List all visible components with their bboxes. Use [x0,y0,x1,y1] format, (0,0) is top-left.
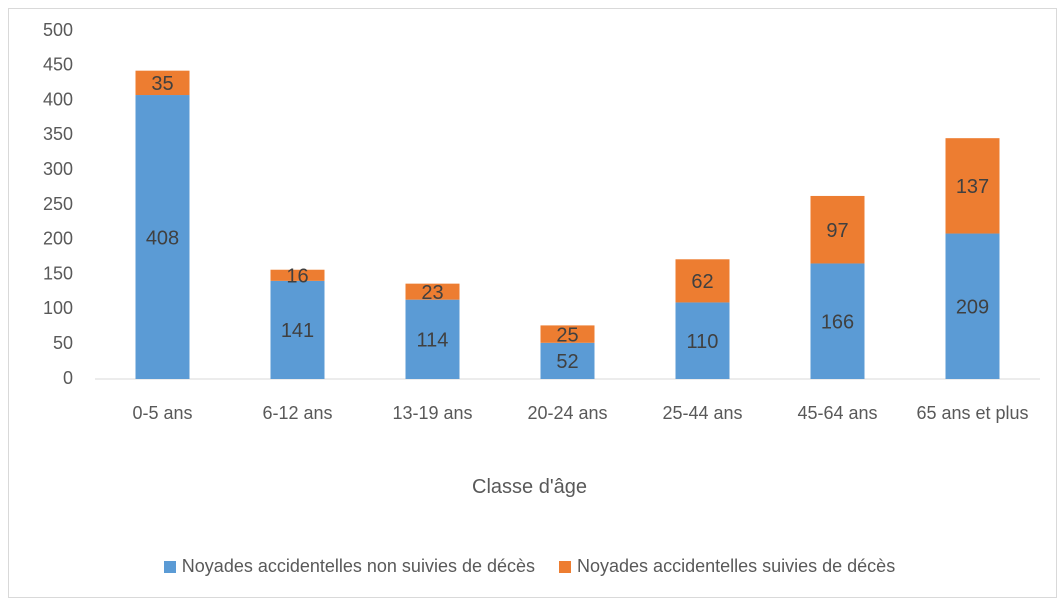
x-tick-label: 65 ans et plus [916,403,1029,423]
y-tick-label: 100 [43,298,73,318]
data-label: 35 [151,73,173,95]
y-tick-label: 500 [43,20,73,40]
y-tick-label: 150 [43,263,73,283]
chart-border [8,8,1057,598]
bar-segment [135,70,190,96]
bar-segment [135,95,190,380]
bar-segment [675,259,730,303]
x-tick-label: 45-64 ans [797,403,878,423]
x-axis-title: Classe d'âge [472,476,587,498]
legend: Noyades accidentelles non suivies de déc… [0,556,1059,577]
y-tick-label: 350 [43,124,73,144]
bar-segment [405,299,460,379]
bar-segment [540,325,595,343]
y-tick-label: 300 [43,159,73,179]
y-tick-label: 50 [53,333,73,353]
y-tick-label: 200 [43,229,73,249]
data-label: 97 [826,220,848,242]
data-label: 25 [556,324,578,346]
x-tick-label: 6-12 ans [262,403,333,423]
bar-segment [945,233,1000,379]
x-tick-label: 20-24 ans [527,403,608,423]
bar-segment [675,302,730,379]
y-tick-label: 450 [43,55,73,75]
y-tick-label: 0 [63,368,73,388]
data-label: 209 [956,297,989,319]
data-label: 166 [821,312,854,334]
y-tick-label: 250 [43,194,73,214]
data-label: 62 [691,271,713,293]
x-tick-label: 13-19 ans [392,403,473,423]
legend-swatch [559,560,572,573]
legend-item: Noyades accidentelles suivies de décès [559,556,895,577]
data-label: 137 [956,176,989,198]
x-tick-label: 0-5 ans [132,403,193,423]
bar-segment [270,269,325,281]
legend-label: Noyades accidentelles non suivies de déc… [181,556,536,576]
data-label: 408 [146,227,179,249]
bar-segment [270,280,325,379]
data-label: 23 [421,282,443,304]
data-label: 110 [687,331,719,353]
y-tick-label: 400 [43,89,73,109]
data-label: 52 [556,351,578,373]
data-label: 141 [281,320,314,342]
bar-segment [405,283,460,300]
legend-item: Noyades accidentelles non suivies de déc… [163,556,536,577]
data-label: 16 [286,266,308,288]
x-tick-label: 25-44 ans [662,403,743,423]
bar-segment [945,138,1000,234]
legend-label: Noyades accidentelles suivies de décès [577,556,896,576]
data-label: 114 [417,330,449,352]
bar-segment [810,195,865,264]
legend-swatch [163,560,176,573]
bar-segment [810,263,865,379]
bar-segment [540,342,595,379]
